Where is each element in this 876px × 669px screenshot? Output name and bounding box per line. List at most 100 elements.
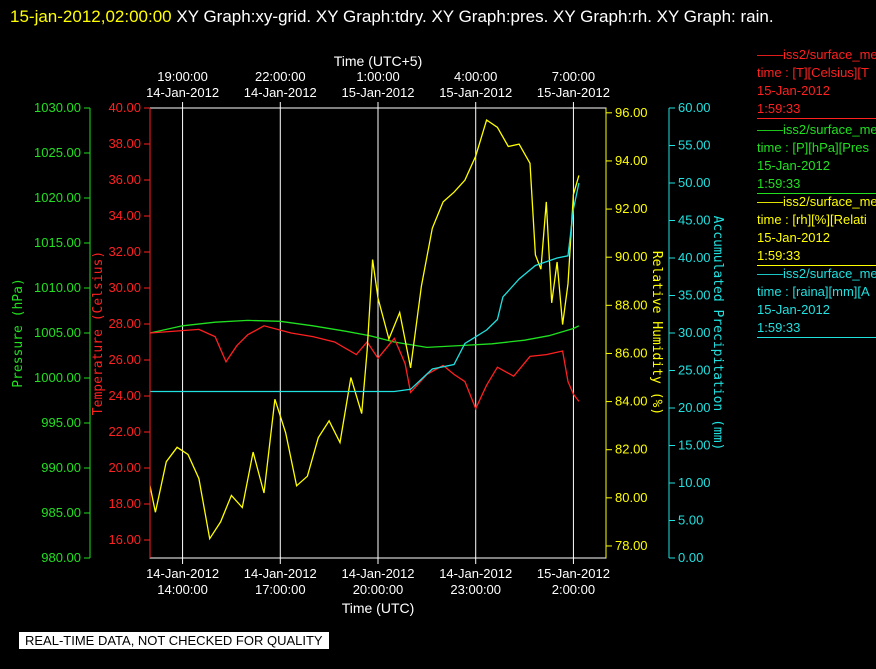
- humidity-tick-label: 90.00: [615, 249, 648, 264]
- pressure-tick-label: 1000.00: [34, 370, 81, 385]
- axes: 14-Jan-201214:00:0014-Jan-201217:00:0014…: [11, 53, 725, 616]
- humidity-axis-label: Relative Humidity (%): [649, 251, 664, 415]
- pressure-tick-label: 980.00: [41, 550, 81, 565]
- humidity-tick-label: 94.00: [615, 153, 648, 168]
- legend-temperature-line3: 15-Jan-2012: [757, 83, 830, 98]
- temperature-series-line: [150, 325, 580, 411]
- pressure-tick-label: 990.00: [41, 460, 81, 475]
- pressure-tick-label: 1025.00: [34, 145, 81, 160]
- precip-tick-label: 50.00: [678, 175, 711, 190]
- humidity-tick-label: 88.00: [615, 297, 648, 312]
- x-top-tick-label-time: 7:00:00: [552, 69, 595, 84]
- grid-lines: [182, 108, 574, 558]
- legend-humidity-line1: ——iss2/surface_me: [757, 194, 876, 209]
- x-bottom-tick-label-time: 2:00:00: [552, 582, 595, 597]
- precip-tick-label: 60.00: [678, 100, 711, 115]
- humidity-tick-label: 92.00: [615, 201, 648, 216]
- x-top-tick-label-time: 19:00:00: [157, 69, 208, 84]
- precip-tick-label: 45.00: [678, 213, 711, 228]
- x-bottom-tick-label-time: 23:00:00: [450, 582, 501, 597]
- precip-axis-label: Accumulated Precipitation (mm): [710, 216, 725, 451]
- precip-tick-label: 5.00: [678, 513, 703, 528]
- legend-precipitation: ——iss2/surface_me time : [raina][mm][A 1…: [757, 265, 876, 338]
- legend-pressure-line2: time : [P][hPa][Pres: [757, 140, 869, 155]
- legend-humidity-line3: 15-Jan-2012: [757, 230, 830, 245]
- humidity-tick-label: 82.00: [615, 442, 648, 457]
- title-graph-list: XY Graph:xy-grid. XY Graph:tdry. XY Grap…: [171, 7, 774, 26]
- x-top-axis-label: Time (UTC+5): [334, 53, 423, 69]
- pressure-tick-label: 995.00: [41, 415, 81, 430]
- pressure-tick-label: 985.00: [41, 505, 81, 520]
- temperature-tick-label: 40.00: [108, 100, 141, 115]
- x-bottom-tick-label-date: 15-Jan-2012: [537, 566, 610, 581]
- precip-tick-label: 25.00: [678, 363, 711, 378]
- humidity-tick-label: 86.00: [615, 345, 648, 360]
- temperature-tick-label: 32.00: [108, 244, 141, 259]
- precip-tick-label: 35.00: [678, 288, 711, 303]
- temperature-tick-label: 38.00: [108, 136, 141, 151]
- pressure-tick-label: 1005.00: [34, 325, 81, 340]
- legend-precipitation-line2: time : [raina][mm][A: [757, 284, 870, 299]
- pressure-tick-label: 1030.00: [34, 100, 81, 115]
- legend-temperature-line1: ——iss2/surface_me: [757, 47, 876, 62]
- x-top-tick-label-time: 1:00:00: [356, 69, 399, 84]
- temperature-tick-label: 18.00: [108, 496, 141, 511]
- x-top-tick-label-time: 22:00:00: [255, 69, 306, 84]
- x-bottom-tick-label-date: 14-Jan-2012: [244, 566, 317, 581]
- pressure-axis-label: Pressure (hPa): [11, 278, 26, 388]
- x-top-tick-label-date: 15-Jan-2012: [537, 85, 610, 100]
- x-bottom-tick-label-time: 20:00:00: [353, 582, 404, 597]
- x-top-tick-label-date: 14-Jan-2012: [146, 85, 219, 100]
- pressure-tick-label: 1020.00: [34, 190, 81, 205]
- humidity-tick-label: 78.00: [615, 538, 648, 553]
- temperature-tick-label: 22.00: [108, 424, 141, 439]
- precipitation-series-line: [150, 182, 580, 393]
- legend-temperature-line4: 1:59:33: [757, 101, 801, 116]
- humidity-series-line: [150, 118, 580, 541]
- precip-tick-label: 30.00: [678, 325, 711, 340]
- temperature-tick-label: 34.00: [108, 208, 141, 223]
- legend-pressure-line3: 15-Jan-2012: [757, 158, 830, 173]
- x-bottom-tick-label-time: 17:00:00: [255, 582, 306, 597]
- series-lines: [150, 118, 580, 541]
- temperature-tick-label: 30.00: [108, 280, 141, 295]
- humidity-tick-label: 96.00: [615, 105, 648, 120]
- legend-humidity-line2: time : [rh][%][Relati: [757, 212, 867, 227]
- temperature-tick-label: 28.00: [108, 316, 141, 331]
- title-timestamp: 15-jan-2012,02:00:00: [10, 7, 172, 26]
- legend-pressure-line1: ——iss2/surface_me: [757, 122, 876, 137]
- legend-precipitation-line4: 1:59:33: [757, 320, 801, 335]
- legend-humidity: ——iss2/surface_me time : [rh][%][Relati …: [757, 193, 876, 266]
- x-bottom-tick-label-date: 14-Jan-2012: [439, 566, 512, 581]
- x-top-tick-label-date: 15-Jan-2012: [439, 85, 512, 100]
- legend-temperature: ——iss2/surface_me time : [T][Celsius][T …: [757, 46, 876, 119]
- x-bottom-tick-label-time: 14:00:00: [157, 582, 208, 597]
- x-bottom-tick-label-date: 14-Jan-2012: [146, 566, 219, 581]
- x-bottom-axis-label: Time (UTC): [342, 600, 415, 616]
- precip-tick-label: 40.00: [678, 250, 711, 265]
- humidity-tick-label: 84.00: [615, 394, 648, 409]
- page-title: 15-jan-2012,02:00:00 XY Graph:xy-grid. X…: [10, 2, 860, 31]
- legend-precipitation-line3: 15-Jan-2012: [757, 302, 830, 317]
- humidity-tick-label: 80.00: [615, 490, 648, 505]
- precip-tick-label: 55.00: [678, 138, 711, 153]
- quality-notice: REAL-TIME DATA, NOT CHECKED FOR QUALITY: [19, 632, 329, 649]
- pressure-tick-label: 1015.00: [34, 235, 81, 250]
- temperature-tick-label: 16.00: [108, 532, 141, 547]
- legend-pressure-line4: 1:59:33: [757, 176, 801, 191]
- precip-tick-label: 20.00: [678, 400, 711, 415]
- temperature-axis-label: Temperature (Celsius): [91, 251, 106, 415]
- pressure-tick-label: 1010.00: [34, 280, 81, 295]
- legend-pressure: ——iss2/surface_me time : [P][hPa][Pres 1…: [757, 121, 876, 194]
- pressure-series-line: [150, 319, 580, 349]
- temperature-tick-label: 26.00: [108, 352, 141, 367]
- legend-temperature-line2: time : [T][Celsius][T: [757, 65, 869, 80]
- legend-precipitation-line1: ——iss2/surface_me: [757, 266, 876, 281]
- x-top-tick-label-time: 4:00:00: [454, 69, 497, 84]
- temperature-tick-label: 20.00: [108, 460, 141, 475]
- precip-tick-label: 0.00: [678, 550, 703, 565]
- x-top-tick-label-date: 14-Jan-2012: [244, 85, 317, 100]
- precip-tick-label: 15.00: [678, 438, 711, 453]
- temperature-tick-label: 24.00: [108, 388, 141, 403]
